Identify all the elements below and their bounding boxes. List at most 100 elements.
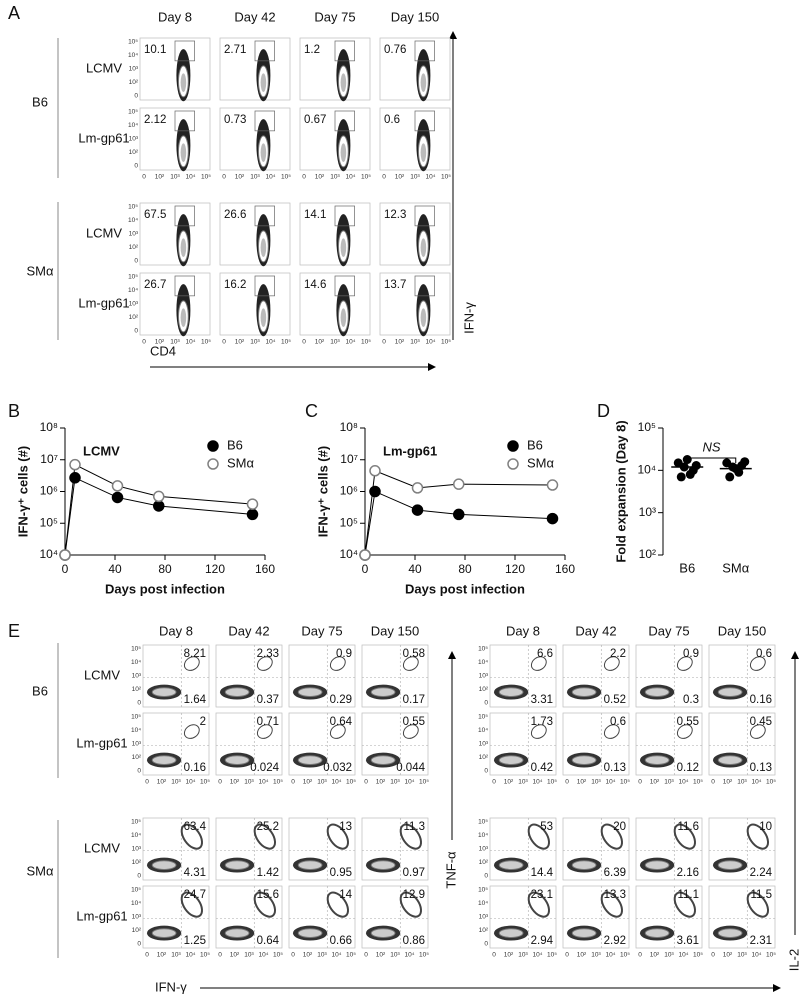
gate-value: 53 — [540, 821, 553, 833]
y-tick-label: 10⁶ — [40, 484, 58, 498]
data-point — [546, 512, 559, 525]
flow-y-tick: 10² — [479, 859, 489, 866]
flow-y-tick: 10² — [479, 927, 489, 934]
data-point — [59, 549, 71, 561]
flow-x-tick: 10⁴ — [185, 174, 195, 181]
gate — [334, 275, 355, 297]
population — [749, 656, 766, 671]
gate-value: 0.044 — [396, 762, 425, 774]
flow-y-tick: 10³ — [132, 673, 142, 680]
flow-x-tick: 10⁴ — [404, 779, 414, 786]
flow-x-tick: 0 — [302, 174, 306, 181]
flow-y-tick: 10⁴ — [128, 122, 138, 129]
row-label: Lm-gp61 — [78, 130, 129, 145]
gate-value: 2.94 — [531, 935, 554, 947]
column-header: Day 42 — [234, 9, 275, 24]
flow-y-tick: 10² — [132, 686, 142, 693]
flow-x-tick: 10² — [303, 779, 313, 786]
flow-x-tick: 10³ — [317, 952, 327, 959]
data-point — [69, 458, 81, 471]
group-label: B6 — [32, 683, 48, 698]
x-tick-label: 160 — [555, 562, 575, 576]
flow-x-tick: 10⁵ — [620, 952, 630, 959]
gate-value: 0.16 — [184, 762, 206, 774]
flow-y-tick: 10² — [129, 244, 139, 251]
flow-y-tick: 10³ — [129, 66, 139, 73]
population — [498, 928, 524, 938]
y-tick-label: 10⁸ — [340, 420, 358, 434]
flow-y-tick: 0 — [137, 941, 141, 948]
flow-x-tick: 10⁵ — [441, 174, 451, 181]
flow-x-tick: 0 — [382, 339, 386, 346]
population — [746, 891, 770, 918]
gate — [254, 275, 275, 297]
flow-y-tick: 0 — [134, 258, 138, 265]
flow-x-tick: 10⁴ — [605, 952, 615, 959]
flow-x-tick: 10⁴ — [404, 952, 414, 959]
flow-y-tick: 0 — [134, 163, 138, 170]
flow-y-tick: 10⁵ — [131, 819, 141, 826]
flow-x-tick: 10² — [155, 174, 165, 181]
y-tick-label: 10³ — [639, 505, 656, 519]
flow-x-tick: 10² — [504, 952, 514, 959]
gate-value: 16.2 — [224, 279, 246, 291]
flow-x-tick: 10⁵ — [361, 339, 371, 346]
flow-y-tick: 10⁵ — [128, 274, 138, 281]
flow-x-tick: 10⁵ — [620, 779, 630, 786]
flow-x-tick: 10² — [376, 779, 386, 786]
gate-value: 0.66 — [330, 935, 352, 947]
population — [224, 755, 250, 765]
flow-x-tick: 10² — [235, 339, 245, 346]
flow-x-tick: 10³ — [664, 779, 674, 786]
gate-value: 2 — [200, 716, 206, 728]
x-tick-label: 120 — [505, 562, 525, 576]
row-label: LCMV — [86, 225, 122, 240]
x-axis-label: Days post infection — [405, 581, 525, 596]
flow-x-tick: 10⁴ — [425, 174, 435, 181]
population — [530, 724, 547, 739]
population — [676, 724, 693, 739]
flow-y-tick: 10² — [479, 686, 489, 693]
gate-value: 3.31 — [531, 694, 553, 706]
gate-value: 11.6 — [677, 821, 699, 833]
population — [329, 724, 346, 739]
population — [329, 656, 346, 671]
population — [370, 755, 396, 765]
panel-label: E — [8, 621, 20, 641]
gate-value: 6.6 — [537, 648, 553, 660]
gate-value: 25.2 — [257, 821, 279, 833]
flow-x-tick: 10⁴ — [345, 174, 355, 181]
population — [402, 724, 419, 739]
flow-y-tick: 10⁴ — [128, 52, 138, 59]
gate-value: 0.42 — [531, 762, 553, 774]
gate — [414, 205, 435, 227]
y-tick-label: 10⁴ — [637, 463, 656, 477]
flow-y-tick: 0 — [484, 873, 488, 880]
population — [256, 724, 273, 739]
gate-value: 0.95 — [330, 867, 352, 879]
flow-x-tick: 10² — [504, 779, 514, 786]
flow-x-tick: 10³ — [250, 174, 260, 181]
flow-y-tick: 10⁵ — [128, 204, 138, 211]
group-label: SMα — [26, 863, 54, 878]
flow-y-tick: 10⁵ — [478, 887, 488, 894]
flow-y-tick: 10⁵ — [128, 109, 138, 116]
gate-value: 8.21 — [184, 648, 206, 660]
population — [224, 860, 250, 870]
axis-label: IFN-γ — [155, 979, 187, 994]
row-label: LCMV — [86, 60, 122, 75]
y-tick-label: 10⁸ — [40, 420, 58, 434]
population — [297, 755, 323, 765]
gate-value: 2.33 — [257, 648, 279, 660]
gate-value: 14.1 — [304, 209, 326, 221]
x-tick-label: SMα — [722, 560, 750, 575]
row-label: Lm-gp61 — [76, 908, 127, 923]
annotation: NS — [702, 439, 720, 454]
data-point — [111, 480, 124, 492]
flow-y-tick: 10⁴ — [128, 287, 138, 294]
y-tick-label: 10⁶ — [340, 484, 358, 498]
flow-y-tick: 10² — [129, 314, 139, 321]
flow-x-tick: 10³ — [390, 779, 400, 786]
flow-x-tick: 10² — [230, 779, 240, 786]
population — [571, 860, 597, 870]
